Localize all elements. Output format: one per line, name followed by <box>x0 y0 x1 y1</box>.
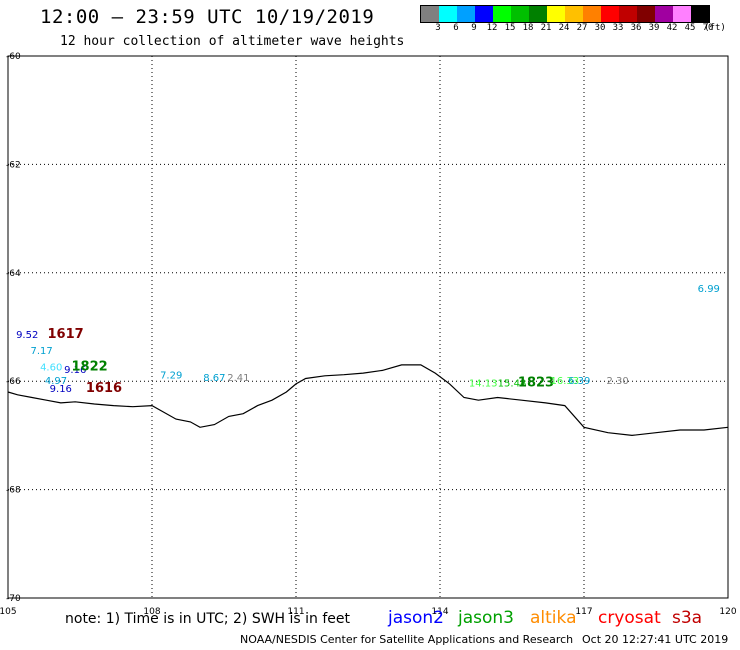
legend-swatch <box>421 6 439 22</box>
satellite-cryosat: cryosat <box>598 608 661 628</box>
wave-height-label: 2.41 <box>227 373 249 384</box>
legend-swatch <box>565 6 583 22</box>
satellite-jason2: jason2 <box>388 608 444 628</box>
legend-label: 45 <box>684 23 696 33</box>
legend-swatch <box>493 6 511 22</box>
wave-height-label: 6.39 <box>568 376 590 387</box>
satellite-jason3: jason3 <box>458 608 514 628</box>
legend-swatch <box>691 6 709 22</box>
legend-label: 39 <box>648 23 660 33</box>
legend-label: 21 <box>540 23 552 33</box>
legend-label: 9 <box>471 23 477 33</box>
legend-label: 24 <box>558 23 570 33</box>
wave-height-label: 1617 <box>48 327 84 342</box>
y-tick-label: -60 <box>6 52 21 62</box>
units-note: note: 1) Time is in UTC; 2) SWH is in fe… <box>65 611 351 627</box>
legend-label: 15 <box>504 23 516 33</box>
footer-timestamp: Oct 20 12:27:41 UTC 2019 <box>582 633 729 646</box>
wave-height-label: 1616 <box>86 381 122 396</box>
x-tick-label: 117 <box>575 607 592 617</box>
legend-swatch <box>637 6 655 22</box>
legend-label: 36 <box>630 23 642 33</box>
wave-height-label: 8.67 <box>203 373 225 384</box>
color-scale-legend <box>420 5 710 23</box>
wave-height-label: 7.17 <box>30 346 52 357</box>
y-tick-label: -70 <box>6 594 21 604</box>
legend-swatch <box>673 6 691 22</box>
legend-label: 33 <box>612 23 624 33</box>
legend-swatch <box>583 6 601 22</box>
satellite-s3a: s3a <box>672 608 703 628</box>
legend-swatch <box>601 6 619 22</box>
wave-height-label: 9.52 <box>16 330 38 341</box>
footer-credit: NOAA/NESDIS Center for Satellite Applica… <box>240 633 574 646</box>
x-tick-label: 120 <box>719 607 736 617</box>
y-tick-label: -64 <box>6 269 21 279</box>
chart-title: 12:00 – 23:59 UTC 10/19/2019 <box>40 6 375 28</box>
y-tick-label: -66 <box>6 377 21 387</box>
legend-swatch <box>547 6 565 22</box>
legend-label: 18 <box>522 23 534 33</box>
wave-height-label: 9.16 <box>64 365 86 376</box>
plot-frame <box>7 55 729 599</box>
x-tick-label: 111 <box>287 607 304 617</box>
wave-height-label: 16.33 <box>550 376 579 387</box>
antarctic-coastline <box>7 364 729 437</box>
legend-swatch <box>655 6 673 22</box>
x-tick-label: 105 <box>0 607 17 617</box>
x-tick-label: 114 <box>431 607 448 617</box>
legend-label: 3 <box>435 23 441 33</box>
wave-height-label: 4.97 <box>45 376 67 387</box>
legend-label: 42 <box>666 23 678 33</box>
satellite-altika: altika <box>530 608 577 628</box>
y-tick-label: -62 <box>6 160 21 170</box>
chart-subtitle: 12 hour collection of altimeter wave hei… <box>60 34 405 49</box>
y-tick-label: -68 <box>6 486 21 496</box>
wave-height-label: 15.48 <box>498 379 527 390</box>
wave-height-label: 6.99 <box>698 284 720 295</box>
wave-height-label: 4.60 <box>40 362 62 373</box>
x-tick-label: 108 <box>143 607 160 617</box>
legend-label: 70 <box>702 23 714 33</box>
wave-height-label: 2.30 <box>606 376 628 387</box>
legend-label: 12 <box>486 23 498 33</box>
legend-swatch <box>457 6 475 22</box>
legend-label: 30 <box>594 23 606 33</box>
legend-label: 27 <box>576 23 588 33</box>
legend-swatch <box>439 6 457 22</box>
wave-height-label: 7.29 <box>160 370 182 381</box>
legend-swatch <box>619 6 637 22</box>
legend-swatch <box>529 6 547 22</box>
legend-swatch <box>475 6 493 22</box>
wave-height-label: 14.13 <box>469 379 498 390</box>
wave-height-label: 1822 <box>72 359 108 374</box>
legend-label: 6 <box>453 23 459 33</box>
wave-height-label: 1823 <box>518 376 554 391</box>
legend-swatch <box>511 6 529 22</box>
legend-label: (ft) <box>704 23 726 33</box>
wave-height-label: 9.16 <box>50 384 72 395</box>
